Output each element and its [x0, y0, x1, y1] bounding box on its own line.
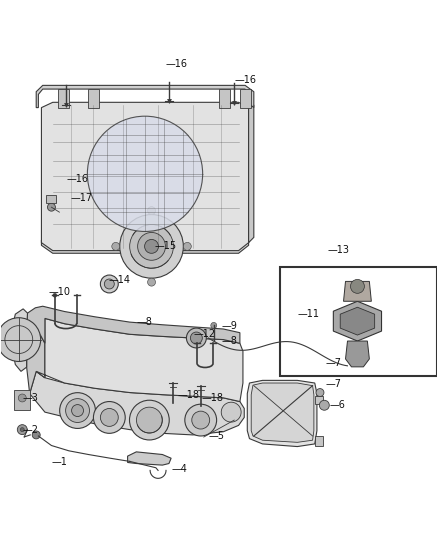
Polygon shape — [27, 325, 45, 393]
Circle shape — [211, 322, 217, 328]
Circle shape — [148, 278, 155, 286]
Circle shape — [137, 407, 162, 433]
Circle shape — [185, 404, 217, 436]
Polygon shape — [219, 89, 230, 108]
Circle shape — [148, 207, 155, 215]
Circle shape — [138, 232, 166, 260]
Circle shape — [187, 328, 206, 348]
Polygon shape — [251, 383, 314, 442]
Circle shape — [316, 389, 324, 397]
Circle shape — [319, 400, 329, 410]
Text: —6: —6 — [330, 400, 346, 410]
Text: —7: —7 — [325, 358, 342, 368]
Circle shape — [60, 393, 95, 429]
Text: —13: —13 — [328, 245, 350, 255]
Polygon shape — [42, 240, 249, 253]
Polygon shape — [240, 89, 251, 108]
Text: —18: —18 — [201, 393, 223, 403]
Text: —8: —8 — [221, 336, 237, 345]
Text: —16: —16 — [166, 59, 188, 69]
Polygon shape — [12, 309, 28, 372]
Circle shape — [100, 275, 118, 293]
Circle shape — [191, 332, 202, 344]
Polygon shape — [333, 301, 381, 341]
Circle shape — [112, 243, 120, 251]
Text: —8: —8 — [136, 317, 152, 327]
Polygon shape — [247, 381, 317, 447]
Circle shape — [221, 402, 241, 422]
Text: —2: —2 — [22, 425, 38, 434]
Text: —14: —14 — [108, 274, 130, 285]
Text: —10: —10 — [48, 287, 71, 297]
Text: —17: —17 — [70, 192, 92, 203]
Circle shape — [87, 116, 203, 231]
Circle shape — [130, 400, 169, 440]
Text: —5: —5 — [208, 431, 224, 441]
Circle shape — [47, 203, 56, 211]
Circle shape — [0, 318, 41, 361]
Polygon shape — [315, 436, 323, 446]
Polygon shape — [127, 452, 171, 465]
Text: —7: —7 — [325, 379, 342, 389]
Circle shape — [350, 279, 364, 293]
Polygon shape — [249, 105, 254, 243]
Polygon shape — [315, 396, 323, 404]
Circle shape — [120, 215, 184, 278]
Polygon shape — [36, 318, 243, 401]
Text: —16: —16 — [67, 174, 88, 184]
Polygon shape — [36, 85, 254, 108]
Text: —16: —16 — [234, 75, 256, 85]
Text: —15: —15 — [155, 241, 177, 252]
Circle shape — [18, 394, 26, 402]
Circle shape — [130, 224, 173, 268]
Text: —1: —1 — [51, 457, 67, 467]
Polygon shape — [346, 341, 369, 367]
Polygon shape — [58, 89, 69, 108]
Polygon shape — [46, 195, 57, 203]
Circle shape — [104, 279, 114, 289]
Polygon shape — [14, 390, 30, 410]
Polygon shape — [42, 102, 249, 251]
Circle shape — [53, 293, 57, 297]
Text: —4: —4 — [171, 464, 187, 474]
Text: —3: —3 — [22, 393, 38, 403]
Polygon shape — [88, 89, 99, 108]
Circle shape — [93, 401, 125, 433]
Polygon shape — [30, 372, 244, 435]
Circle shape — [20, 427, 24, 432]
Circle shape — [316, 368, 324, 376]
Polygon shape — [27, 306, 240, 343]
Circle shape — [343, 362, 351, 370]
Text: —11: —11 — [297, 309, 319, 319]
Circle shape — [32, 431, 40, 439]
Circle shape — [66, 399, 89, 423]
Circle shape — [100, 408, 118, 426]
Text: —12: —12 — [194, 329, 216, 340]
Text: —18: —18 — [178, 390, 200, 400]
Circle shape — [71, 405, 84, 416]
Polygon shape — [343, 281, 371, 301]
Text: —9: —9 — [221, 321, 237, 331]
Circle shape — [18, 425, 27, 434]
Circle shape — [145, 239, 159, 253]
Circle shape — [184, 243, 191, 251]
Polygon shape — [340, 307, 374, 335]
Circle shape — [195, 341, 199, 345]
Circle shape — [192, 411, 210, 429]
Bar — [280, 266, 437, 376]
